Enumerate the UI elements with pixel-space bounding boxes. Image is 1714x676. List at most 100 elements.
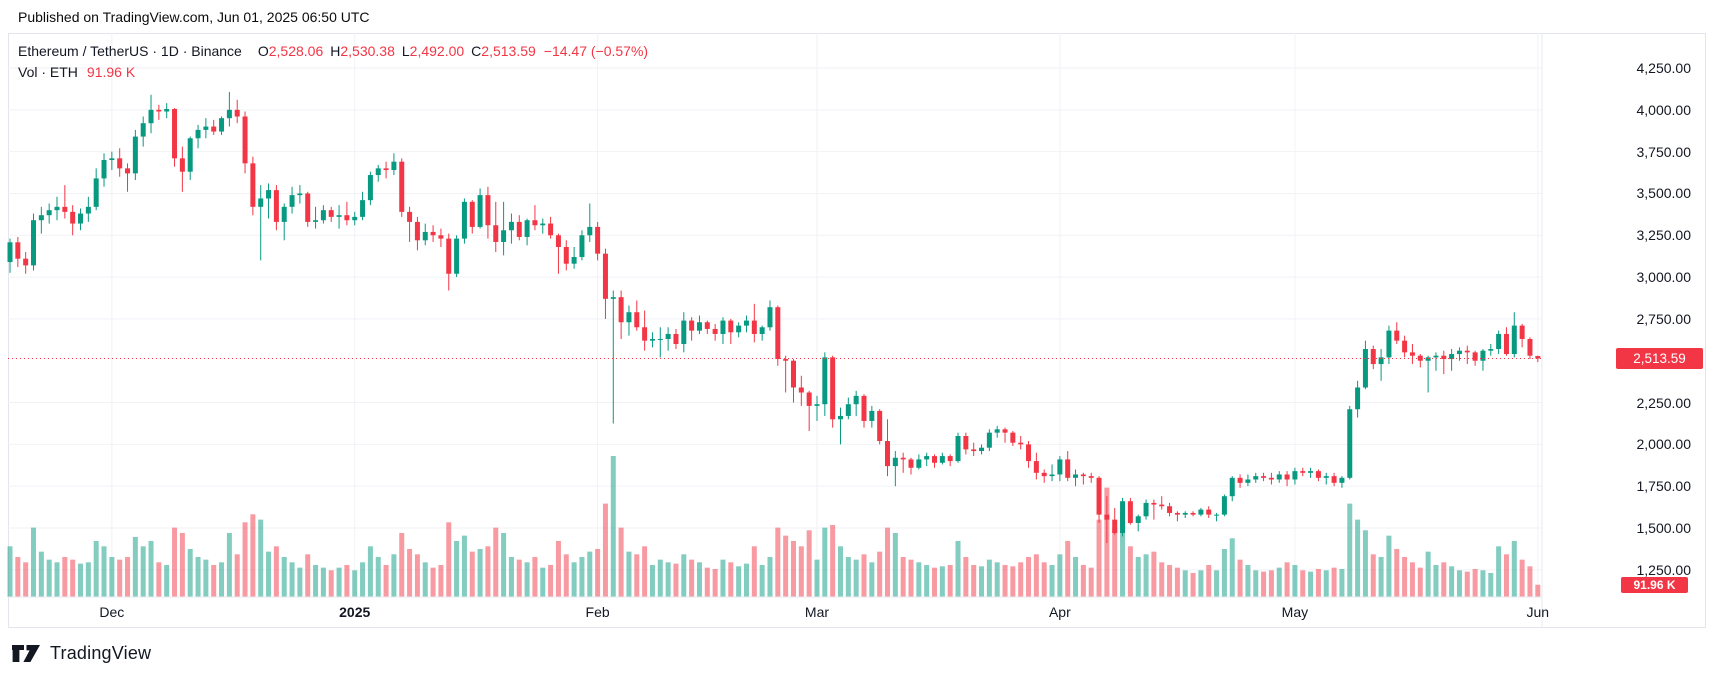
candle (320, 205, 326, 224)
candle (1535, 355, 1541, 363)
volume-bar (1127, 546, 1133, 597)
candle (1143, 499, 1149, 520)
volume-bar (78, 563, 84, 597)
candle (211, 119, 217, 135)
volume-bar (665, 562, 671, 597)
candle (148, 94, 154, 134)
volume-bar (305, 554, 311, 597)
candle (23, 252, 29, 274)
candle (1026, 441, 1032, 468)
candle (258, 185, 264, 261)
price-tick-label: 4,250.00 (1636, 60, 1692, 76)
volume-bar (587, 551, 593, 597)
volume-bar (1441, 562, 1447, 597)
volume-bar (375, 556, 381, 597)
volume-bar (1245, 564, 1251, 597)
candle (720, 317, 726, 344)
volume-bar (516, 559, 522, 597)
volume-bar (783, 535, 789, 597)
volume-bar (1370, 554, 1376, 597)
volume-bar (689, 559, 695, 597)
month-label-mar: Mar (804, 604, 830, 620)
candle (806, 390, 812, 431)
candle (446, 233, 452, 291)
volume-bar (266, 551, 272, 597)
candle (1159, 496, 1165, 510)
tradingview-logo[interactable]: TradingView (11, 643, 151, 664)
volume-bar (1033, 554, 1039, 597)
candle (1496, 330, 1502, 355)
candle (1456, 347, 1462, 361)
candle (610, 290, 616, 424)
volume-bar (806, 530, 812, 597)
candle (281, 203, 287, 241)
candle (422, 223, 428, 246)
volume-bar (258, 519, 264, 597)
candle (164, 103, 170, 119)
volume-bar (649, 564, 655, 597)
candle (289, 186, 295, 214)
volume-bar (1519, 559, 1525, 597)
candle (657, 327, 663, 358)
candle (242, 111, 248, 174)
candle (1425, 355, 1431, 393)
candle (1417, 354, 1423, 368)
candle (140, 116, 146, 147)
candle (344, 201, 350, 226)
volume-bar (1511, 540, 1517, 597)
volume-bar (23, 562, 29, 597)
candle (438, 228, 444, 247)
volume-bar (1378, 556, 1384, 597)
candle (673, 328, 679, 350)
volume-bar (1347, 503, 1353, 597)
candle (1331, 472, 1337, 487)
volume-bar (1112, 527, 1118, 597)
volume-bar (673, 563, 679, 597)
volume-bar (399, 532, 405, 597)
candle (313, 206, 319, 229)
volume-bar (1355, 519, 1361, 597)
volume-bar (1198, 570, 1204, 597)
volume-bar (1041, 562, 1047, 597)
candle (736, 322, 742, 338)
volume-bar (391, 554, 397, 597)
candle (704, 320, 710, 334)
price-tick-label: 4,000.00 (1636, 101, 1692, 118)
candle (1127, 497, 1133, 525)
volume-bar (15, 556, 21, 597)
candle (1002, 427, 1008, 443)
volume-badge: 91.96 K (1621, 577, 1688, 593)
volume-bar (1315, 568, 1321, 597)
price-tick-label: 2,000.00 (1636, 436, 1692, 453)
candle (1174, 511, 1180, 522)
volume-bar (93, 540, 99, 597)
volume-bar (1261, 571, 1267, 597)
volume-bar (720, 559, 726, 597)
volume-bar (1174, 567, 1180, 597)
volume-value: 91.96 K (86, 64, 136, 80)
candle (861, 394, 867, 428)
candle (1167, 502, 1173, 517)
price-tick-label: 3,250.00 (1636, 227, 1692, 244)
volume-legend: Vol · ETH 91.96 K (18, 64, 135, 80)
volume-bar (1292, 564, 1298, 597)
price-tick-label: 1,500.00 (1636, 520, 1692, 536)
volume-bar (1488, 572, 1494, 597)
high-value: 2,530.38 (340, 43, 395, 59)
volume-bar (46, 559, 52, 597)
volume-bar (1088, 567, 1094, 597)
candle (1511, 312, 1517, 358)
symbol-title: Ethereum / TetherUS · 1D · Binance (18, 43, 242, 59)
candle (54, 196, 60, 221)
candle (7, 238, 13, 273)
candle (391, 153, 397, 176)
candle (869, 405, 875, 428)
candle (571, 246, 577, 269)
volume-bar (853, 559, 859, 597)
candle (751, 303, 757, 343)
volume-bar (1472, 568, 1478, 597)
volume-bar (313, 564, 319, 597)
candle (38, 206, 44, 234)
open-label: O (257, 43, 269, 59)
